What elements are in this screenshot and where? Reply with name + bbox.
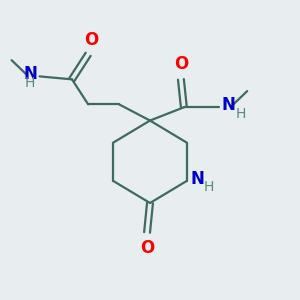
Text: H: H bbox=[24, 76, 34, 90]
Text: H: H bbox=[236, 107, 246, 121]
Text: O: O bbox=[85, 31, 99, 49]
Text: N: N bbox=[222, 96, 236, 114]
Text: H: H bbox=[204, 180, 214, 194]
Text: N: N bbox=[190, 170, 204, 188]
Text: N: N bbox=[23, 65, 37, 83]
Text: O: O bbox=[174, 56, 188, 74]
Text: O: O bbox=[140, 239, 154, 257]
